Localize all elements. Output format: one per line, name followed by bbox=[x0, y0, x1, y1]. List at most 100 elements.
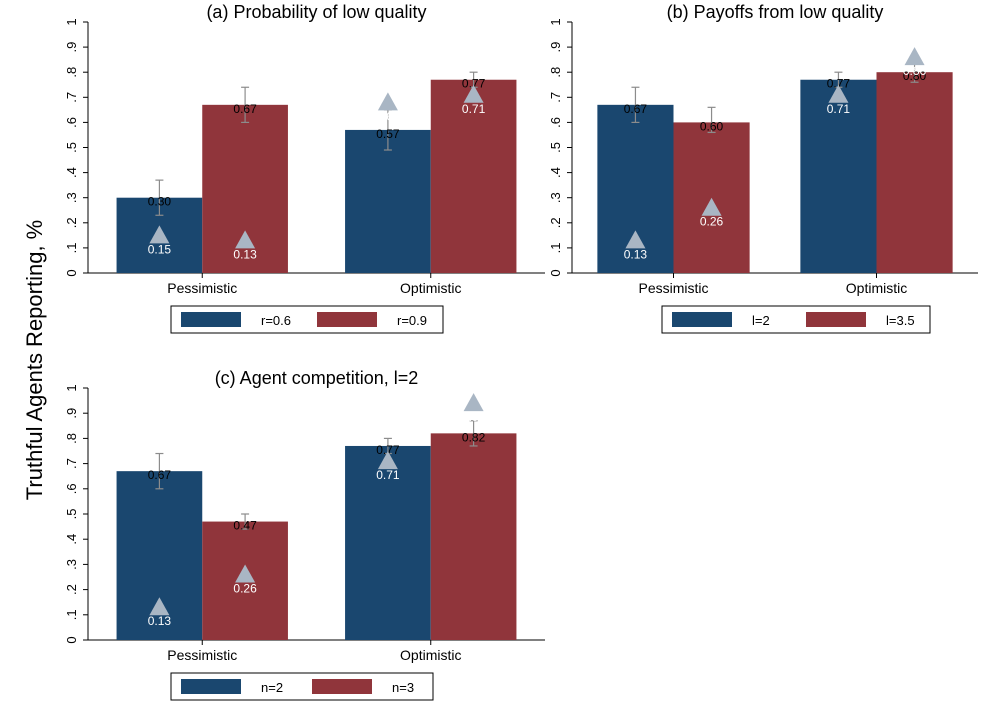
y-tick-label: 0 bbox=[548, 269, 563, 276]
y-tick-label: 1 bbox=[64, 384, 79, 391]
bar-value-label: 0.67 bbox=[233, 102, 257, 116]
y-tick-label: .8 bbox=[548, 67, 563, 78]
marker-value-label: 0.13 bbox=[233, 247, 257, 261]
chart-panel-1: (a) Probability of low quality 0 .1 .2 .3 .4.… bbox=[64, 2, 545, 334]
marker-value-label: 0.13 bbox=[624, 247, 648, 261]
marker-value-label: 0.15 bbox=[148, 242, 172, 256]
category-label: Optimistic bbox=[400, 280, 461, 296]
y-tick-label: .7 bbox=[64, 458, 79, 469]
marker-point bbox=[463, 84, 484, 103]
marker-point bbox=[149, 597, 170, 616]
bar bbox=[345, 129, 431, 273]
bar bbox=[430, 433, 517, 640]
legend: r=0.6 r=0.9 bbox=[170, 305, 444, 334]
y-tick-label: .9 bbox=[64, 42, 79, 53]
y-tick-label: .5 bbox=[64, 142, 79, 153]
legend-label: l=2 bbox=[752, 313, 770, 328]
legend: n=2 n=3 bbox=[170, 672, 434, 701]
bar bbox=[800, 79, 877, 273]
y-tick-label: .8 bbox=[64, 67, 79, 78]
bar bbox=[673, 122, 750, 274]
y-axis-label: Truthful Agents Reporting, % bbox=[22, 220, 47, 500]
marker-point bbox=[377, 92, 398, 111]
y-tick-label: .2 bbox=[64, 584, 79, 595]
y-tick-label: .5 bbox=[548, 142, 563, 153]
category-label: Optimistic bbox=[400, 647, 461, 663]
y-tick-label: .7 bbox=[64, 92, 79, 103]
marker-point bbox=[463, 393, 484, 412]
y-tick-label: 1 bbox=[548, 18, 563, 25]
category-label: Pessimistic bbox=[638, 280, 708, 296]
bar bbox=[876, 72, 953, 273]
legend-label: r=0.6 bbox=[261, 313, 291, 328]
bar-value-label: 0.30 bbox=[148, 195, 172, 209]
marker-value-label: 0.71 bbox=[827, 102, 851, 116]
y-tick-label: .1 bbox=[548, 242, 563, 253]
marker-point bbox=[235, 230, 256, 249]
legend: l=2 l=3.5 bbox=[661, 305, 931, 334]
y-tick-label: 0 bbox=[64, 636, 79, 643]
marker-value-label: 0.26 bbox=[233, 581, 257, 595]
y-tick-label: .5 bbox=[64, 509, 79, 520]
y-tick-label: .7 bbox=[548, 92, 563, 103]
marker-value-label: 0.86 bbox=[903, 64, 927, 78]
legend-swatch bbox=[672, 312, 732, 327]
bar-value-label: 0.57 bbox=[376, 127, 400, 141]
legend-label: l=3.5 bbox=[886, 313, 915, 328]
bar-value-label: 0.77 bbox=[376, 443, 400, 457]
marker-value-label: 0.13 bbox=[148, 614, 172, 628]
y-tick-label: .6 bbox=[548, 117, 563, 128]
marker-value-label: 0.26 bbox=[700, 215, 724, 229]
marker-value-label: 0.94 bbox=[462, 410, 486, 424]
bar-value-label: 0.67 bbox=[624, 102, 648, 116]
y-tick-label: .3 bbox=[548, 192, 563, 203]
bar-value-label: 0.82 bbox=[462, 430, 486, 444]
legend-label: r=0.9 bbox=[397, 313, 427, 328]
legend-label: n=2 bbox=[261, 680, 283, 695]
legend-swatch bbox=[181, 312, 241, 327]
bar-value-label: 0.60 bbox=[700, 119, 724, 133]
legend-swatch bbox=[806, 312, 866, 327]
y-tick-label: .2 bbox=[64, 217, 79, 228]
category-label: Pessimistic bbox=[167, 280, 237, 296]
marker-point bbox=[828, 84, 849, 103]
legend-swatch bbox=[317, 312, 377, 327]
marker-point bbox=[904, 47, 925, 66]
legend-swatch bbox=[181, 679, 241, 694]
bar-value-label: 0.77 bbox=[462, 77, 486, 91]
legend-label: n=3 bbox=[392, 680, 414, 695]
panel-title: (b) Payoffs from low quality bbox=[667, 2, 884, 22]
y-tick-label: .6 bbox=[64, 117, 79, 128]
bar-value-label: 0.67 bbox=[148, 468, 172, 482]
bar bbox=[430, 79, 517, 273]
legend-swatch bbox=[312, 679, 372, 694]
panel-title: (a) Probability of low quality bbox=[206, 2, 426, 22]
marker-point bbox=[377, 451, 398, 470]
marker-value-label: 0.68 bbox=[376, 109, 400, 123]
bar bbox=[345, 445, 431, 640]
y-tick-label: .4 bbox=[64, 167, 79, 178]
marker-point bbox=[701, 197, 722, 216]
bar-value-label: 0.47 bbox=[233, 519, 257, 533]
y-tick-label: .8 bbox=[64, 433, 79, 444]
y-tick-label: 0 bbox=[64, 269, 79, 276]
y-tick-label: 1 bbox=[64, 18, 79, 25]
category-label: Optimistic bbox=[846, 280, 907, 296]
marker-value-label: 0.71 bbox=[462, 102, 486, 116]
y-tick-label: .9 bbox=[64, 408, 79, 419]
category-label: Pessimistic bbox=[167, 647, 237, 663]
y-tick-label: .4 bbox=[548, 167, 563, 178]
y-tick-label: .6 bbox=[64, 483, 79, 494]
marker-point bbox=[235, 564, 256, 583]
chart-panel-2: (b) Payoffs from low quality 0 .1 .2 .3 .4 .5.… bbox=[548, 2, 978, 334]
y-tick-label: .9 bbox=[548, 42, 563, 53]
marker-point bbox=[625, 230, 646, 249]
panel-title: (c) Agent competition, l=2 bbox=[215, 368, 419, 388]
chart-panel-3: (c) Agent competition, l=2 0 .1 .2 .3 .4 .5 .6.… bbox=[64, 368, 545, 701]
y-tick-label: .1 bbox=[64, 609, 79, 620]
y-tick-label: .4 bbox=[64, 534, 79, 545]
bar-value-label: 0.77 bbox=[827, 77, 851, 91]
bar-value-label: 0.80 bbox=[903, 69, 927, 83]
